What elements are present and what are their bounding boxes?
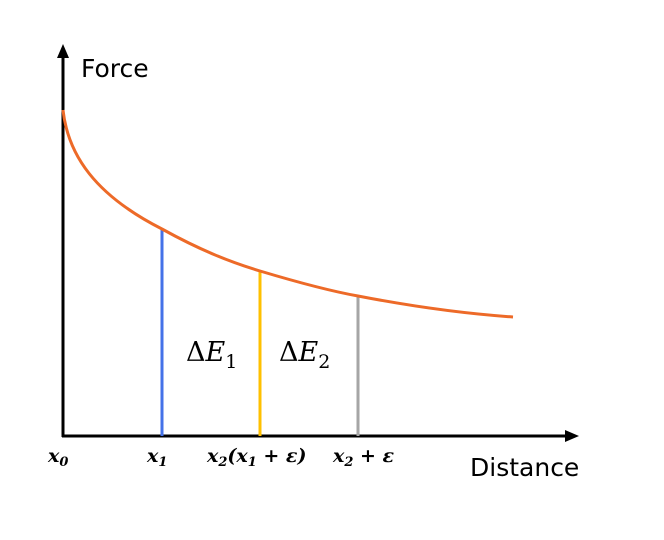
x-axis-title: Distance	[470, 453, 579, 482]
region-label-delta-e2: ΔE2	[279, 337, 330, 373]
y-axis-arrowhead	[57, 44, 69, 58]
tick-label-x2: x2(x1 + ε)	[206, 445, 306, 470]
region-label-delta-e1: ΔE1	[186, 337, 237, 373]
y-axis-title: Force	[81, 54, 149, 83]
x-axis-arrowhead	[565, 430, 579, 442]
tick-label-x0: x0	[47, 445, 68, 470]
tick-label-x2-plus-epsilon: x2 + ε	[332, 445, 395, 470]
tick-label-x1: x1	[146, 445, 167, 470]
force-curve	[61, 109, 514, 319]
